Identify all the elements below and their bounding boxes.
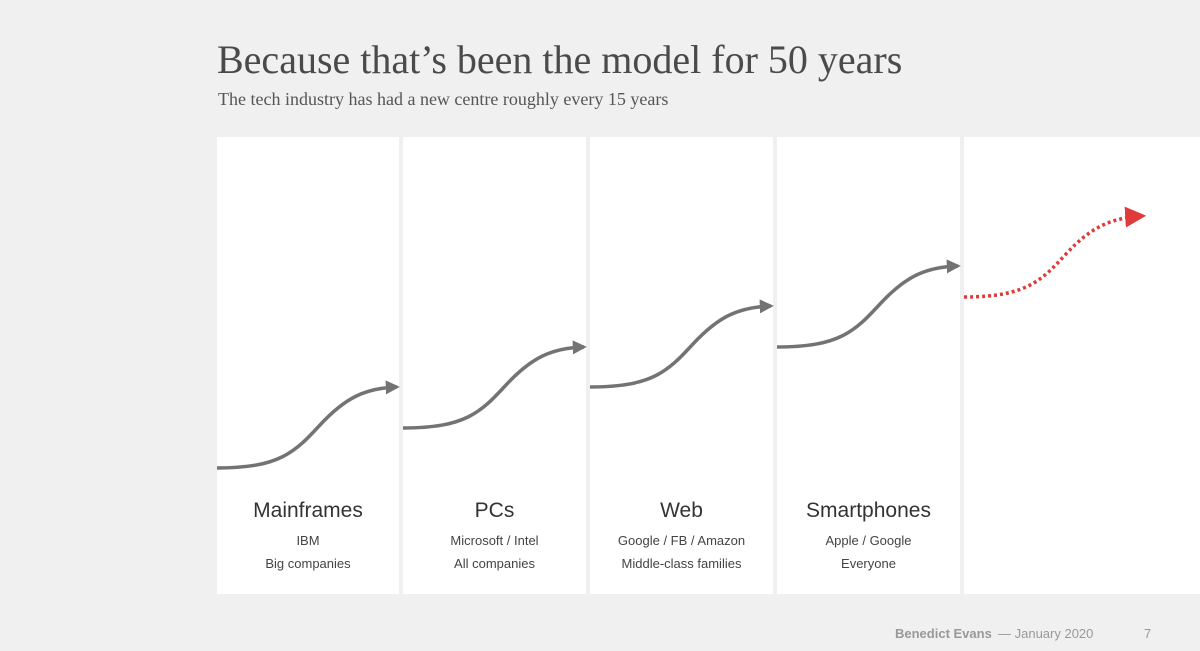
era-users: Big companies bbox=[265, 556, 351, 571]
era-panel-web: Web Google / FB / Amazon Middle-class fa… bbox=[590, 137, 773, 594]
s-curve-web bbox=[589, 299, 774, 389]
footer-author: Benedict Evans bbox=[895, 626, 992, 641]
slide-title: Because that’s been the model for 50 yea… bbox=[217, 37, 903, 82]
era-name: Web bbox=[660, 499, 703, 522]
era-users: Everyone bbox=[841, 556, 896, 571]
era-name: PCs bbox=[474, 499, 515, 522]
s-curve-smartphones bbox=[776, 259, 961, 349]
page-number: 7 bbox=[1144, 626, 1152, 641]
s-curve-future bbox=[963, 206, 1147, 299]
era-panel-smartphones: Smartphones Apple / Google Everyone bbox=[777, 137, 960, 594]
era-leaders: Apple / Google bbox=[825, 533, 912, 548]
era-panel-mainframes: Mainframes IBM Big companies bbox=[217, 137, 399, 594]
era-name: Smartphones bbox=[806, 499, 931, 522]
s-curve-pcs bbox=[402, 340, 587, 430]
era-leaders: Microsoft / Intel bbox=[450, 533, 539, 548]
era-leaders: Google / FB / Amazon bbox=[617, 533, 746, 548]
era-users: All companies bbox=[454, 556, 535, 571]
slide-subtitle: The tech industry has had a new centre r… bbox=[218, 89, 669, 109]
era-users: Middle-class families bbox=[621, 556, 742, 571]
era-leaders: IBM bbox=[296, 533, 320, 548]
footer-date: — January 2020 bbox=[998, 626, 1094, 641]
era-name: Mainframes bbox=[253, 499, 363, 522]
era-panel-pcs: PCs Microsoft / Intel All companies bbox=[403, 137, 586, 594]
s-curve-mainframes bbox=[216, 380, 400, 470]
era-panel-future bbox=[964, 137, 1200, 594]
